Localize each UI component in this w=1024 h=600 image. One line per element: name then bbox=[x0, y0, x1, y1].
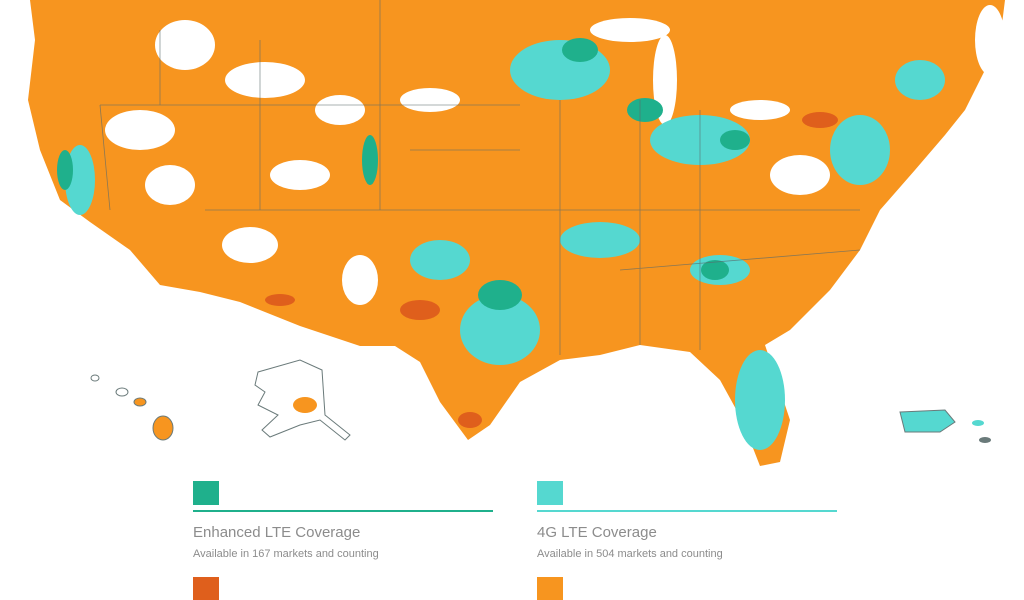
legend-description: Available in 504 markets and counting bbox=[537, 548, 723, 560]
continental-us bbox=[28, 0, 1005, 466]
legend-rule bbox=[537, 510, 837, 512]
puerto-rico bbox=[899, 409, 991, 443]
coverage-map bbox=[28, 0, 1005, 466]
legend-title: 4G LTE Coverage bbox=[537, 524, 657, 541]
legend-swatch bbox=[537, 577, 563, 600]
alaska bbox=[254, 359, 351, 441]
legend-swatch bbox=[537, 481, 563, 505]
legend-swatch bbox=[193, 481, 219, 505]
legend-rule bbox=[193, 510, 493, 512]
hawaii bbox=[90, 374, 174, 441]
legend-title: Enhanced LTE Coverage bbox=[193, 524, 361, 541]
legend-description: Available in 167 markets and counting bbox=[193, 548, 379, 560]
legend-swatch bbox=[193, 577, 219, 600]
